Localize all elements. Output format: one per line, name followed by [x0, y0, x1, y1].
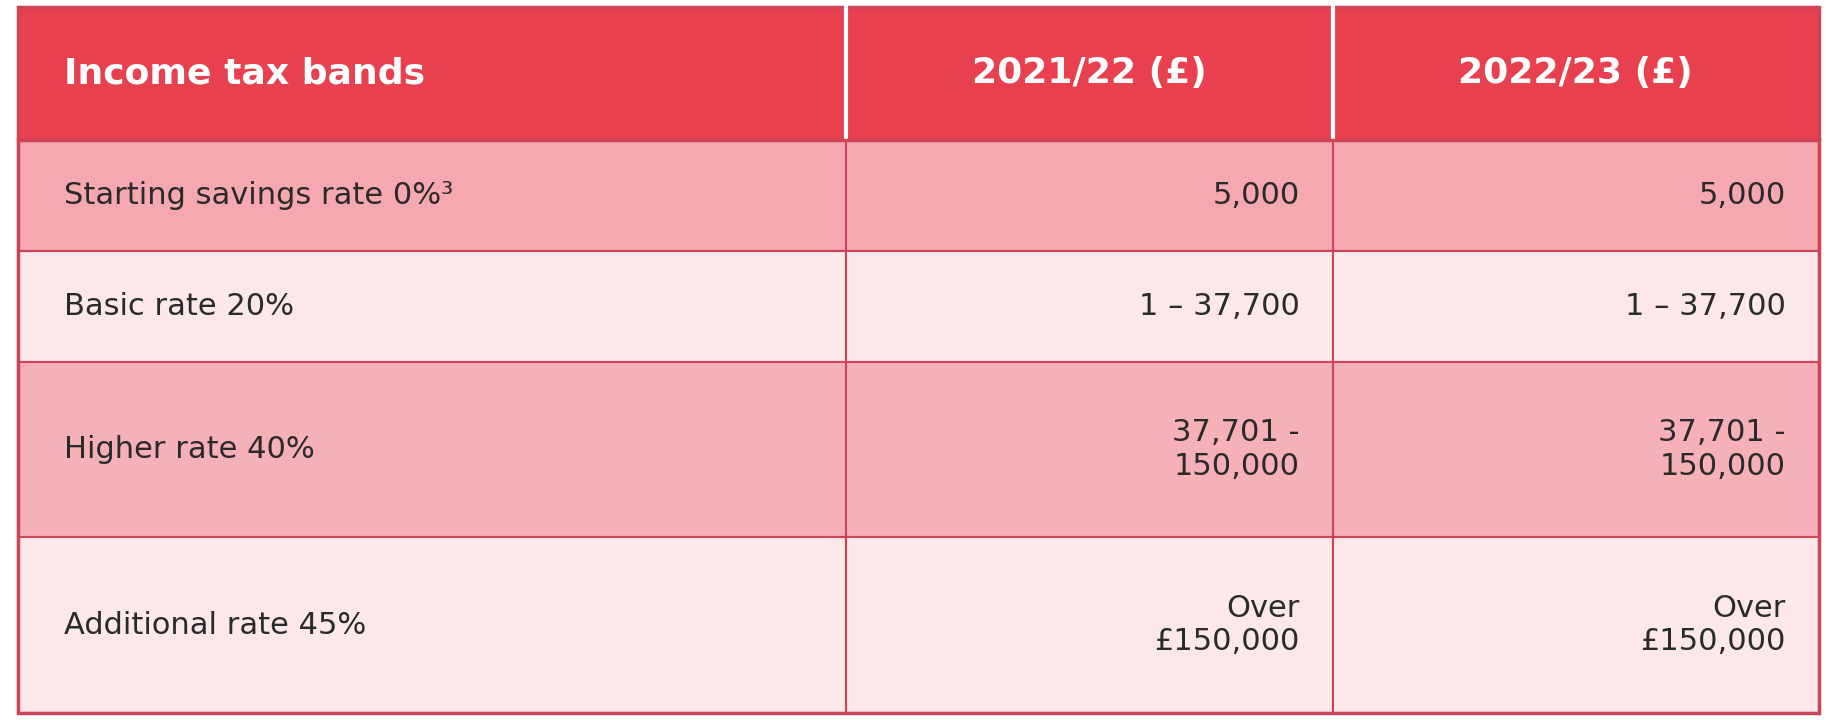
Bar [18, 537, 847, 713]
Text: 5,000: 5,000 [1699, 181, 1786, 210]
Bar [1332, 361, 1819, 537]
Text: Income tax bands: Income tax bands [64, 56, 426, 91]
Bar [18, 251, 847, 361]
Bar [847, 537, 1332, 713]
Text: Starting savings rate 0%³: Starting savings rate 0%³ [64, 181, 454, 210]
Bar [18, 7, 847, 140]
Text: 1 – 37,700: 1 – 37,700 [1624, 292, 1786, 321]
Text: 37,701 -
150,000: 37,701 - 150,000 [1172, 418, 1299, 481]
Bar [18, 361, 847, 537]
Text: Higher rate 40%: Higher rate 40% [64, 435, 314, 464]
Bar [1332, 537, 1819, 713]
Text: 2021/22 (£): 2021/22 (£) [972, 56, 1207, 91]
Bar [1332, 7, 1819, 140]
Bar [847, 140, 1332, 251]
Text: Additional rate 45%: Additional rate 45% [64, 611, 367, 639]
Text: 37,701 -
150,000: 37,701 - 150,000 [1659, 418, 1786, 481]
Bar [1332, 251, 1819, 361]
Text: 5,000: 5,000 [1212, 181, 1299, 210]
Text: Over
£150,000: Over £150,000 [1640, 594, 1786, 657]
Text: 2022/23 (£): 2022/23 (£) [1459, 56, 1694, 91]
Text: Over
£150,000: Over £150,000 [1154, 594, 1299, 657]
Bar [847, 7, 1332, 140]
Text: 1 – 37,700: 1 – 37,700 [1139, 292, 1299, 321]
Text: Basic rate 20%: Basic rate 20% [64, 292, 294, 321]
Bar [847, 251, 1332, 361]
Bar [18, 140, 847, 251]
Bar [1332, 140, 1819, 251]
Bar [847, 361, 1332, 537]
